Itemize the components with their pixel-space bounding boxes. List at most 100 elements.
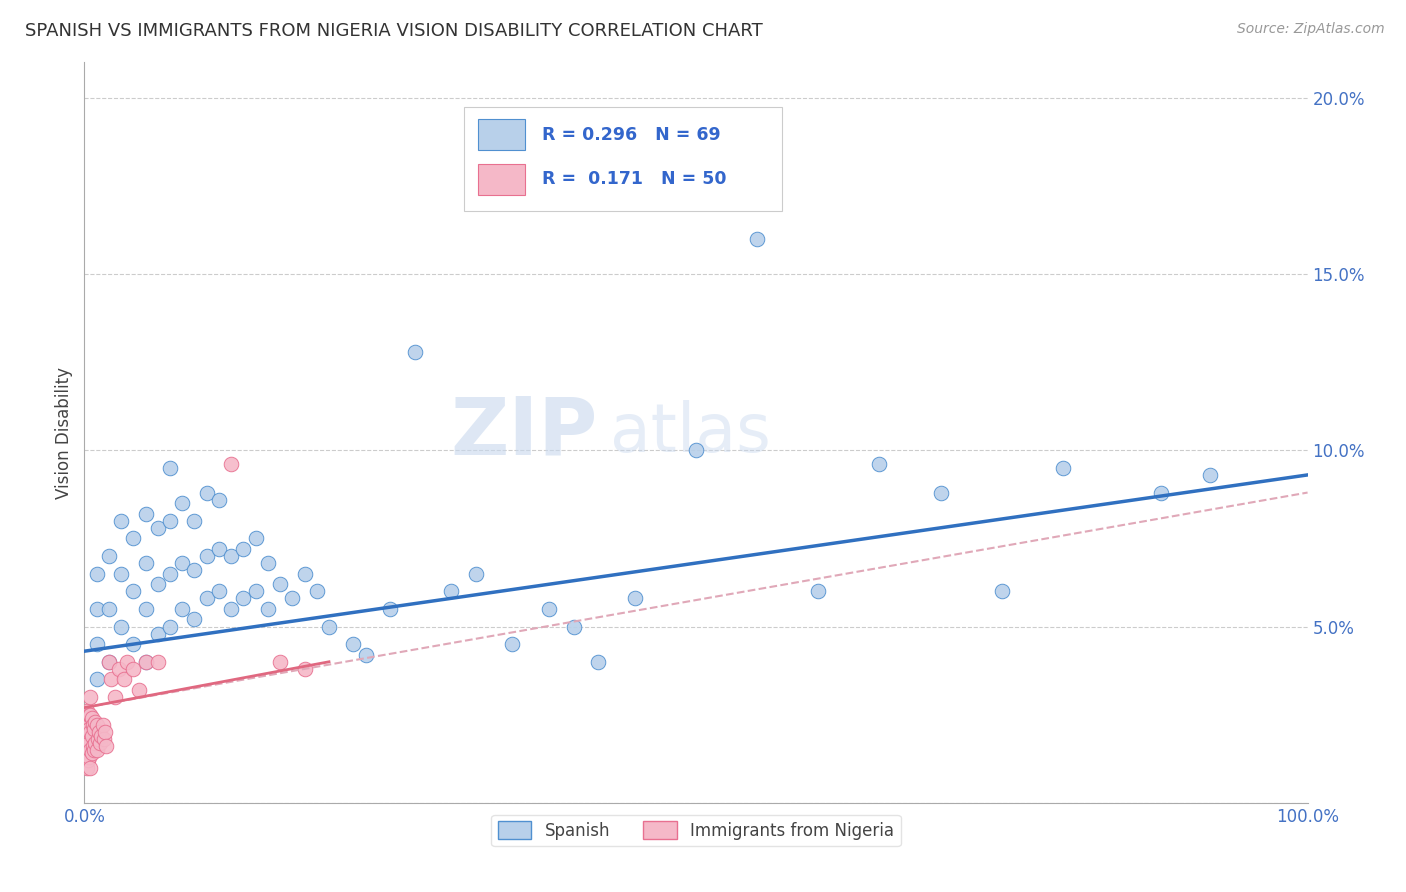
Point bbox=[172, 496, 194, 510]
Point bbox=[342, 637, 364, 651]
Point bbox=[135, 655, 157, 669]
Point bbox=[110, 566, 132, 581]
Point bbox=[159, 461, 181, 475]
Point bbox=[257, 556, 280, 570]
Point bbox=[183, 612, 205, 626]
Point bbox=[79, 690, 101, 704]
Point bbox=[87, 732, 110, 747]
Point bbox=[232, 591, 254, 606]
Point bbox=[97, 655, 120, 669]
Point bbox=[219, 458, 242, 472]
Point bbox=[91, 718, 114, 732]
Point bbox=[135, 655, 157, 669]
Text: ZIP: ZIP bbox=[451, 393, 598, 472]
Text: Source: ZipAtlas.com: Source: ZipAtlas.com bbox=[1237, 22, 1385, 37]
Point bbox=[110, 619, 132, 633]
Point bbox=[219, 602, 242, 616]
Point bbox=[77, 711, 100, 725]
Point bbox=[97, 602, 120, 616]
Point bbox=[159, 566, 181, 581]
Point bbox=[83, 743, 105, 757]
Point bbox=[183, 563, 205, 577]
Point bbox=[172, 602, 194, 616]
Point bbox=[77, 722, 100, 736]
Point bbox=[86, 673, 108, 687]
Point bbox=[83, 722, 105, 736]
Point bbox=[77, 736, 100, 750]
Legend: Spanish, Immigrants from Nigeria: Spanish, Immigrants from Nigeria bbox=[491, 814, 901, 847]
Point bbox=[305, 584, 328, 599]
Point bbox=[76, 704, 98, 718]
Point bbox=[79, 707, 101, 722]
Point bbox=[195, 591, 218, 606]
Point bbox=[747, 232, 769, 246]
Point bbox=[208, 541, 231, 556]
Point bbox=[1052, 461, 1074, 475]
Point bbox=[354, 648, 377, 662]
Point bbox=[107, 662, 129, 676]
Point bbox=[86, 602, 108, 616]
Point bbox=[294, 662, 316, 676]
Point bbox=[82, 739, 104, 754]
Point bbox=[208, 584, 231, 599]
Point bbox=[77, 739, 100, 754]
Point bbox=[257, 602, 280, 616]
Point bbox=[76, 760, 98, 774]
Point bbox=[1198, 467, 1220, 482]
Point bbox=[135, 602, 157, 616]
Point bbox=[135, 556, 157, 570]
Point bbox=[89, 736, 111, 750]
Point bbox=[80, 729, 103, 743]
Point bbox=[440, 584, 463, 599]
Point bbox=[991, 584, 1014, 599]
Point bbox=[869, 458, 891, 472]
FancyBboxPatch shape bbox=[464, 107, 782, 211]
Point bbox=[1150, 485, 1173, 500]
Point bbox=[87, 725, 110, 739]
Point bbox=[112, 673, 135, 687]
Point bbox=[90, 729, 112, 743]
Point bbox=[86, 718, 108, 732]
Point bbox=[77, 750, 100, 764]
Point bbox=[624, 591, 647, 606]
Point bbox=[77, 725, 100, 739]
Point bbox=[79, 760, 101, 774]
Point bbox=[79, 743, 101, 757]
Point bbox=[122, 532, 145, 546]
Point bbox=[122, 662, 145, 676]
Text: R = 0.296   N = 69: R = 0.296 N = 69 bbox=[541, 126, 720, 144]
Point bbox=[93, 732, 115, 747]
Point bbox=[195, 485, 218, 500]
Point bbox=[195, 549, 218, 563]
Point bbox=[245, 532, 267, 546]
FancyBboxPatch shape bbox=[478, 120, 524, 151]
Point bbox=[104, 690, 127, 704]
FancyBboxPatch shape bbox=[478, 164, 524, 195]
Point bbox=[77, 707, 100, 722]
Point bbox=[269, 577, 291, 591]
Point bbox=[122, 637, 145, 651]
Point bbox=[76, 732, 98, 747]
Point bbox=[146, 577, 169, 591]
Point bbox=[159, 619, 181, 633]
Point bbox=[97, 549, 120, 563]
Point bbox=[807, 584, 830, 599]
Point bbox=[77, 754, 100, 768]
Point bbox=[404, 344, 426, 359]
Point bbox=[294, 566, 316, 581]
Point bbox=[80, 747, 103, 761]
Point bbox=[79, 725, 101, 739]
Point bbox=[685, 443, 707, 458]
Point bbox=[84, 714, 107, 729]
Point bbox=[380, 602, 402, 616]
Point bbox=[318, 619, 340, 633]
Point bbox=[86, 566, 108, 581]
Text: R =  0.171   N = 50: R = 0.171 N = 50 bbox=[541, 170, 727, 188]
Point bbox=[128, 683, 150, 698]
Point bbox=[122, 584, 145, 599]
Point bbox=[208, 492, 231, 507]
Point bbox=[135, 507, 157, 521]
Point bbox=[245, 584, 267, 599]
Point bbox=[84, 736, 107, 750]
Point bbox=[146, 626, 169, 640]
